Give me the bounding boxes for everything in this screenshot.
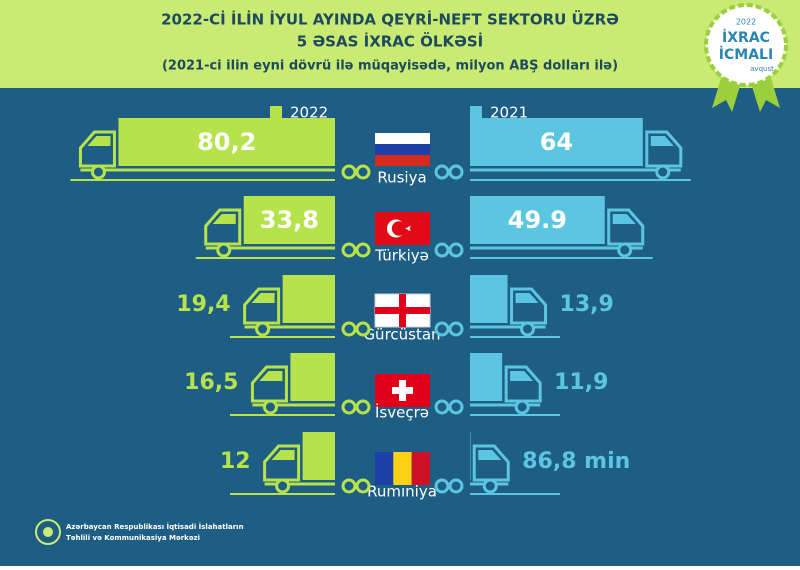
flag <box>375 133 430 166</box>
flag <box>374 293 431 328</box>
truck-wheel <box>341 321 357 337</box>
category-label: İsveçrə <box>375 403 429 422</box>
truck-wheel <box>448 399 464 415</box>
truck-window <box>271 450 295 460</box>
truck-window <box>510 371 534 381</box>
truck-wheel <box>341 399 357 415</box>
truck-cargo <box>470 118 643 166</box>
truck-cab <box>243 287 281 325</box>
truck-wheel <box>90 164 106 180</box>
truck-wheel <box>514 399 530 415</box>
truck-cab <box>510 287 548 325</box>
category-label: Rusiya <box>377 169 426 187</box>
badge-month: avqust <box>750 65 774 73</box>
legend-label: 2022 <box>290 104 328 122</box>
badge-text: İXRAC <box>722 29 770 46</box>
truck-window <box>251 293 275 303</box>
truck-cargo <box>118 118 336 166</box>
truck-cab <box>78 130 116 168</box>
truck-cargo <box>243 196 335 244</box>
truck-wheel <box>275 478 291 494</box>
truck-cargo <box>470 275 508 323</box>
flag <box>375 212 430 245</box>
truck-wheel <box>216 242 232 258</box>
footer-text: Təhlili və Kommunikasiya Mərkəzi <box>66 534 200 542</box>
truck-wheel <box>341 478 357 494</box>
truck-wheel <box>355 321 371 337</box>
truck-window <box>515 293 539 303</box>
truck-wheel <box>434 321 450 337</box>
legend-swatch <box>270 106 282 118</box>
truck-cargo <box>470 432 471 480</box>
truck-cab <box>263 444 301 482</box>
truck-wheel <box>448 242 464 258</box>
truck-cab <box>504 365 542 403</box>
truck-wheel <box>617 242 633 258</box>
truck-wheel <box>448 164 464 180</box>
truck-window <box>650 136 674 146</box>
truck-cargo <box>290 353 335 401</box>
truck-wheel <box>341 164 357 180</box>
truck-wheel <box>355 478 371 494</box>
title-line: 5 ƏSAS İXRAC ÖLKƏSİ <box>297 32 483 51</box>
legend-label: 2021 <box>490 104 528 122</box>
legend-swatch <box>470 106 482 118</box>
truck-cargo <box>302 432 335 480</box>
subtitle: (2021-ci ilin eyni dövrü ilə müqayisədə,… <box>162 59 618 74</box>
truck-wheel <box>434 399 450 415</box>
truck-cab <box>472 444 510 482</box>
truck-wheel <box>355 399 371 415</box>
category-label: Rumıniya <box>367 483 437 501</box>
truck-wheel <box>448 478 464 494</box>
badge-year: 2022 <box>736 18 756 27</box>
truck-window <box>478 450 502 460</box>
truck-wheel <box>262 399 278 415</box>
truck-window <box>259 371 283 381</box>
category-label: Türkiyə <box>374 247 429 265</box>
truck-window <box>612 214 636 224</box>
category-label: Gürcüstan <box>363 326 440 344</box>
footer-logo <box>35 519 61 545</box>
header-band <box>0 0 800 88</box>
truck-cab <box>204 208 242 246</box>
value-label: 11,9 <box>554 370 608 395</box>
value-label: 16,5 <box>184 370 238 395</box>
truck-wheel <box>434 242 450 258</box>
truck-wheel <box>434 164 450 180</box>
truck-wheel <box>355 164 371 180</box>
value-label: 80,2 <box>197 128 256 156</box>
value-label: 33,8 <box>260 206 319 234</box>
title-line: 2022-Cİ İLİN İYUL AYINDA QEYRİ-NEFT SEKT… <box>161 10 619 29</box>
truck-wheel <box>448 321 464 337</box>
badge-text: İCMALI <box>719 46 773 63</box>
flag <box>375 374 430 407</box>
value-label: 49.9 <box>508 206 567 234</box>
value-label: 86,8 min <box>522 449 630 474</box>
truck-cargo <box>470 353 503 401</box>
value-label: 19,4 <box>176 292 230 317</box>
flag <box>375 452 430 485</box>
value-label: 13,9 <box>560 292 614 317</box>
truck-cargo <box>470 196 605 244</box>
truck-wheel <box>482 478 498 494</box>
footer-text: Azərbaycan Respublikası İqtisadi İslahat… <box>66 522 244 531</box>
truck-wheel <box>355 242 371 258</box>
truck-window <box>212 214 236 224</box>
badge: 2022 İXRAC İCMALI avqust <box>704 3 788 112</box>
truck-wheel <box>655 164 671 180</box>
truck-window <box>87 136 111 146</box>
truck-cab <box>250 365 288 403</box>
truck-wheel <box>255 321 271 337</box>
truck-cargo <box>282 275 335 323</box>
truck-cab <box>607 208 645 246</box>
value-label: 12 <box>220 449 251 474</box>
truck-cab <box>645 130 683 168</box>
truck-wheel <box>520 321 536 337</box>
truck-wheel <box>434 478 450 494</box>
value-label: 64 <box>540 128 573 156</box>
truck-wheel <box>341 242 357 258</box>
